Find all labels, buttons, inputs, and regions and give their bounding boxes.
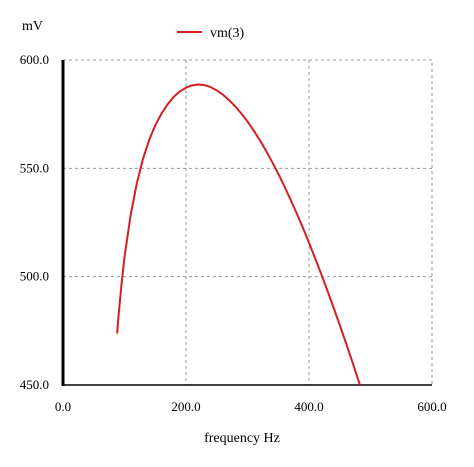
legend-label: vm(3) <box>210 26 245 41</box>
x-tick-label: 0.0 <box>55 399 71 414</box>
grid <box>63 60 432 385</box>
x-axis-title: frequency Hz <box>204 431 280 446</box>
y-tick-label: 500.0 <box>20 269 49 284</box>
series-layer <box>116 83 361 385</box>
x-tick-labels: 0.0 200.0 400.0 600.0 <box>55 399 447 414</box>
x-tick-label: 400.0 <box>294 399 323 414</box>
y-tick-label: 450.0 <box>20 377 49 392</box>
y-tick-labels: 450.0 500.0 550.0 600.0 <box>20 52 49 392</box>
y-tick-label: 600.0 <box>20 52 49 67</box>
legend: vm(3) <box>177 26 245 41</box>
x-tick-label: 200.0 <box>171 399 200 414</box>
y-tick-label: 550.0 <box>20 160 49 175</box>
series-line <box>116 83 361 385</box>
x-tick-label: 600.0 <box>417 399 446 414</box>
y-axis-title: mV <box>22 19 43 34</box>
plot-frame <box>62 59 433 386</box>
